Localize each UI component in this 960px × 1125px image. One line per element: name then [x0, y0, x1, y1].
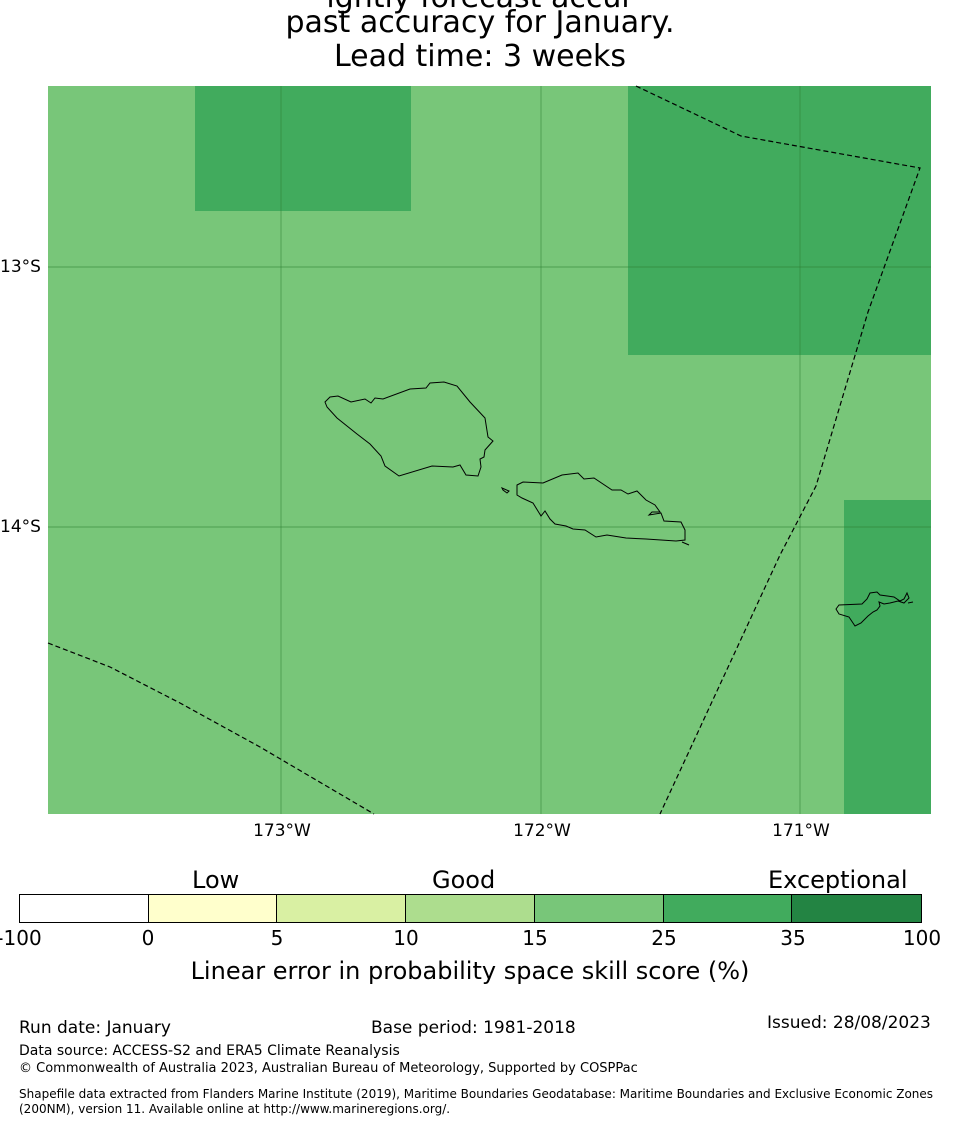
legend-category-good: Good [432, 866, 496, 894]
skill-map [47, 85, 931, 815]
data-source: Data source: ACCESS-S2 and ERA5 Climate … [19, 1043, 400, 1059]
colorbar-tick-label: 35 [780, 926, 806, 950]
lon-label-173w: 173°W [253, 821, 311, 841]
lon-label-171w: 171°W [772, 821, 830, 841]
apolima-manono-islet [500, 487, 510, 494]
upolu-island-outline [516, 472, 686, 542]
colorbar-tick-label: 0 [141, 926, 155, 950]
colorbar-segment [663, 895, 793, 922]
colorbar-tick-label: 100 [902, 926, 942, 950]
map-title-line-2: past accuracy for January. [285, 5, 675, 40]
run-date: Run date: January [19, 1018, 171, 1038]
colorbar-tick-label: -100 [0, 926, 42, 950]
colorbar-segment [792, 895, 922, 922]
issued-date: Issued: 28/08/2023 [767, 1013, 931, 1033]
colorbar-label: Linear error in probability space skill … [190, 957, 750, 985]
colorbar-tick-label: 25 [651, 926, 677, 950]
colorbar-segment [406, 895, 535, 922]
map-title-line-1: ightly forecast accur [0, 0, 960, 15]
base-period: Base period: 1981-2018 [371, 1018, 576, 1038]
colorbar-tick-label: 10 [393, 926, 419, 950]
eez-boundary-northeast [635, 85, 921, 815]
colorbar-segment [20, 895, 149, 922]
lat-label-14s: 14°S [0, 517, 41, 537]
colorbar-segment [277, 895, 407, 922]
colorbar [19, 894, 922, 923]
upolu-east-islet [681, 541, 690, 546]
graticule [48, 86, 931, 814]
aunuu-islet [907, 601, 914, 604]
legend-category-low: Low [192, 866, 240, 894]
lon-label-172w: 172°W [513, 821, 571, 841]
colorbar-segment [534, 895, 664, 922]
legend-category-exceptional: Exceptional [768, 866, 908, 894]
eez-boundary-southwest [47, 642, 375, 815]
colorbar-segment [148, 895, 278, 922]
lat-label-13s: 13°S [0, 257, 41, 277]
skill-region-25-35-northeast [628, 86, 931, 355]
savaii-island-outline [324, 381, 494, 477]
eez-boundaries [47, 85, 921, 815]
map-title-line-3: Lead time: 3 weeks [333, 39, 627, 74]
colorbar-tick-label: 15 [522, 926, 548, 950]
skill-region-25-35-northwest [195, 86, 411, 211]
shapefile-credit: Shapefile data extracted from Flanders M… [19, 1087, 934, 1116]
skill-region-25-35-southeast [844, 500, 931, 814]
copyright-notice: © Commonwealth of Australia 2023, Austra… [19, 1061, 638, 1076]
coastlines [324, 381, 914, 627]
colorbar-tick-label: 5 [270, 926, 284, 950]
tutuila-island-outline [835, 591, 910, 627]
